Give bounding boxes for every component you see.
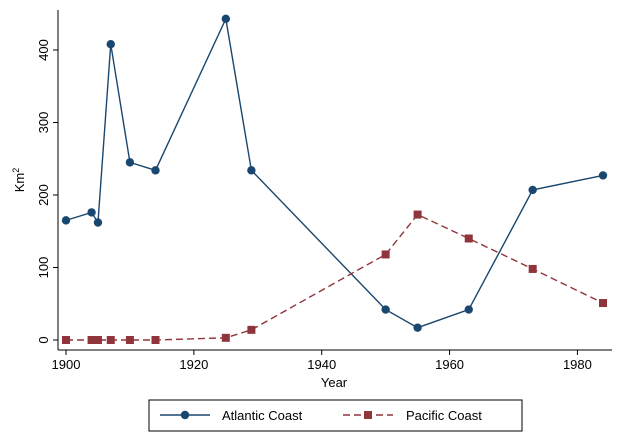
data-point <box>381 250 390 259</box>
legend-marker <box>180 410 190 420</box>
data-point <box>413 210 422 219</box>
data-point <box>247 325 256 334</box>
data-point <box>381 305 390 314</box>
data-point <box>93 218 103 227</box>
legend-marker <box>364 411 372 419</box>
legend-item: Atlantic Coast <box>160 408 303 423</box>
x-tick-label: 1940 <box>307 357 336 372</box>
data-point <box>87 336 96 344</box>
series-line <box>65 16 604 329</box>
series-pacific-coast <box>62 210 607 344</box>
x-tick-label: 1960 <box>435 357 464 372</box>
data-point <box>151 336 160 344</box>
legend-label: Atlantic Coast <box>222 408 303 423</box>
y-tick-label: 0 <box>36 336 51 343</box>
y-axis-title-text: Km <box>12 173 27 193</box>
data-point <box>528 264 537 273</box>
legend-item: Pacific Coast <box>343 408 482 423</box>
y-tick-label: 300 <box>36 112 51 134</box>
y-tick-label: 200 <box>36 184 51 206</box>
data-point <box>125 336 134 344</box>
data-point <box>598 171 608 180</box>
data-point <box>62 336 70 344</box>
y-tick-label: 100 <box>36 257 51 279</box>
data-point <box>599 299 607 308</box>
data-point <box>106 40 115 49</box>
y-axis-title-superscript: 2 <box>11 168 21 173</box>
x-tick-label: 1980 <box>563 357 592 372</box>
x-tick-label: 1920 <box>179 357 208 372</box>
data-point <box>464 305 473 314</box>
y-axis-title: Km2 <box>11 168 27 193</box>
data-point <box>464 234 473 243</box>
series-layer <box>61 14 608 344</box>
x-tick-label: 1900 <box>52 357 81 372</box>
data-point <box>221 14 231 24</box>
data-point <box>413 323 422 332</box>
data-point <box>247 166 256 175</box>
series-line <box>66 213 604 341</box>
data-point <box>61 216 71 225</box>
data-point <box>151 166 160 175</box>
x-axis: 1900 1920 1940 1960 1980 <box>52 349 612 372</box>
data-point <box>125 158 135 167</box>
data-point <box>93 336 102 344</box>
legend-label: Pacific Coast <box>406 408 482 423</box>
series-atlantic-coast <box>61 14 608 332</box>
data-point <box>528 185 537 195</box>
y-axis: 0 100 200 300 400 <box>36 10 59 350</box>
y-tick-label: 400 <box>36 39 51 61</box>
x-axis-title: Year <box>321 375 348 390</box>
data-point <box>221 333 230 342</box>
data-point <box>106 336 115 344</box>
data-point <box>87 208 96 217</box>
legend-box <box>148 399 523 432</box>
legend: Atlantic Coast Pacific Coast <box>148 399 523 432</box>
